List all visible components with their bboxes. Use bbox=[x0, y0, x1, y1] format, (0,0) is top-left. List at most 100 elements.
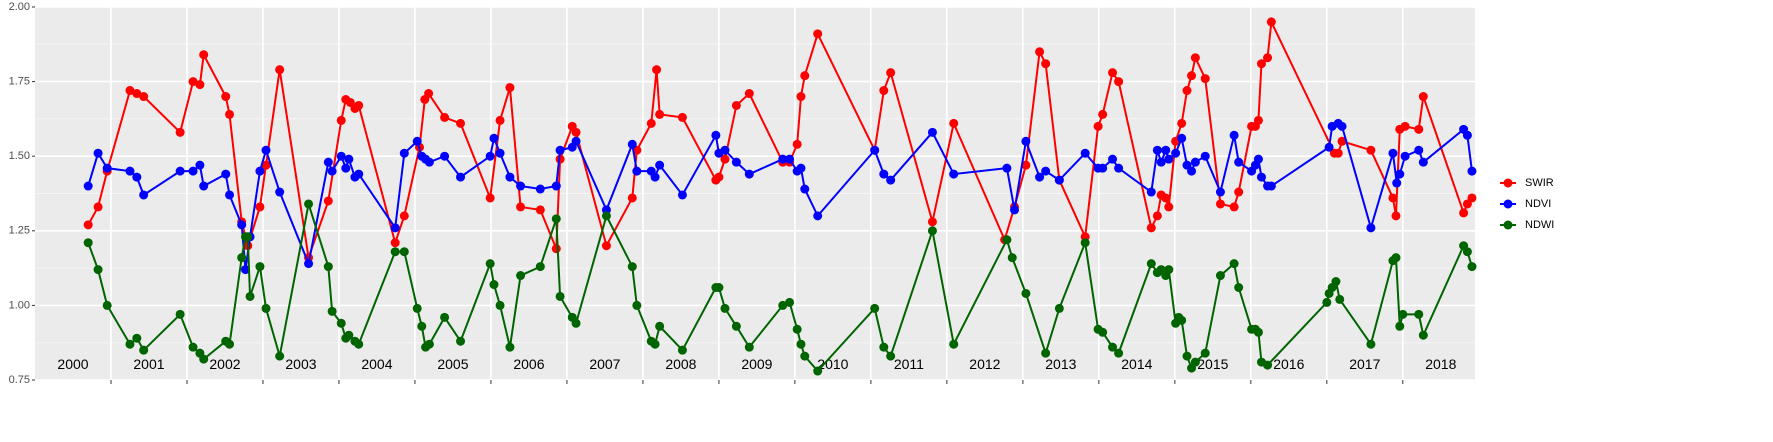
point bbox=[199, 181, 209, 191]
point bbox=[1108, 68, 1118, 78]
point bbox=[323, 196, 333, 206]
point bbox=[1164, 265, 1174, 275]
point bbox=[1266, 17, 1276, 27]
point bbox=[261, 160, 271, 170]
point bbox=[1366, 339, 1376, 349]
point bbox=[1388, 193, 1398, 203]
point bbox=[261, 145, 271, 155]
point bbox=[489, 280, 499, 290]
point bbox=[555, 145, 565, 155]
point bbox=[551, 244, 561, 254]
point bbox=[1054, 175, 1064, 185]
point bbox=[424, 339, 434, 349]
point bbox=[1161, 145, 1171, 155]
point bbox=[336, 318, 346, 328]
point bbox=[1391, 211, 1401, 221]
point bbox=[344, 330, 354, 340]
point bbox=[390, 238, 400, 248]
point bbox=[1114, 77, 1124, 87]
point bbox=[1041, 59, 1051, 69]
point bbox=[1200, 348, 1210, 358]
point bbox=[870, 145, 880, 155]
point bbox=[1080, 148, 1090, 158]
point bbox=[83, 181, 93, 191]
point bbox=[195, 160, 205, 170]
point bbox=[655, 321, 665, 331]
point bbox=[1164, 154, 1174, 164]
point bbox=[879, 86, 889, 96]
point bbox=[677, 112, 687, 122]
point bbox=[1152, 145, 1162, 155]
point bbox=[125, 86, 135, 96]
point bbox=[83, 238, 93, 248]
point bbox=[1010, 205, 1020, 215]
point bbox=[139, 92, 149, 102]
point bbox=[744, 342, 754, 352]
point bbox=[255, 262, 265, 272]
point bbox=[1080, 238, 1090, 248]
point bbox=[1190, 157, 1200, 167]
point bbox=[237, 253, 247, 263]
point bbox=[720, 145, 730, 155]
point bbox=[1234, 157, 1244, 167]
point bbox=[341, 163, 351, 173]
point bbox=[456, 336, 466, 346]
point bbox=[927, 226, 937, 236]
point bbox=[1234, 282, 1244, 292]
point bbox=[1098, 327, 1108, 337]
point bbox=[495, 148, 505, 158]
point bbox=[1114, 163, 1124, 173]
point bbox=[792, 139, 802, 149]
point bbox=[243, 232, 253, 242]
point bbox=[1414, 309, 1424, 319]
point bbox=[785, 154, 795, 164]
y-tick-label: 2.00 bbox=[9, 1, 30, 13]
point bbox=[275, 187, 285, 197]
point bbox=[516, 271, 526, 281]
point bbox=[535, 205, 545, 215]
point bbox=[879, 342, 889, 352]
point bbox=[551, 181, 561, 191]
point bbox=[225, 190, 235, 200]
point bbox=[813, 211, 823, 221]
point bbox=[1400, 121, 1410, 131]
point bbox=[132, 89, 142, 99]
point bbox=[627, 193, 637, 203]
point bbox=[485, 193, 495, 203]
year-label: 2003 bbox=[285, 356, 316, 372]
point bbox=[240, 265, 250, 275]
point bbox=[1366, 145, 1376, 155]
point bbox=[1322, 297, 1332, 307]
point bbox=[399, 247, 409, 257]
point bbox=[344, 154, 354, 164]
point bbox=[632, 300, 642, 310]
point bbox=[175, 309, 185, 319]
y-tick-label: 1.25 bbox=[9, 225, 30, 237]
point bbox=[927, 127, 937, 137]
year-label: 2010 bbox=[817, 356, 848, 372]
point bbox=[601, 211, 611, 221]
point bbox=[886, 175, 896, 185]
point bbox=[1200, 151, 1210, 161]
point bbox=[1263, 53, 1273, 63]
point bbox=[744, 169, 754, 179]
point bbox=[1114, 348, 1124, 358]
point bbox=[1035, 172, 1045, 182]
point bbox=[1161, 193, 1171, 203]
point bbox=[1229, 130, 1239, 140]
point bbox=[199, 354, 209, 364]
point bbox=[354, 169, 364, 179]
point bbox=[711, 130, 721, 140]
point bbox=[354, 100, 364, 110]
point bbox=[677, 345, 687, 355]
point bbox=[714, 282, 724, 292]
point bbox=[505, 342, 515, 352]
point bbox=[714, 172, 724, 182]
point bbox=[1467, 193, 1477, 203]
point bbox=[195, 80, 205, 90]
point bbox=[1256, 59, 1266, 69]
year-label: 2011 bbox=[894, 356, 924, 372]
point bbox=[225, 339, 235, 349]
point bbox=[188, 77, 198, 87]
point bbox=[327, 166, 337, 176]
